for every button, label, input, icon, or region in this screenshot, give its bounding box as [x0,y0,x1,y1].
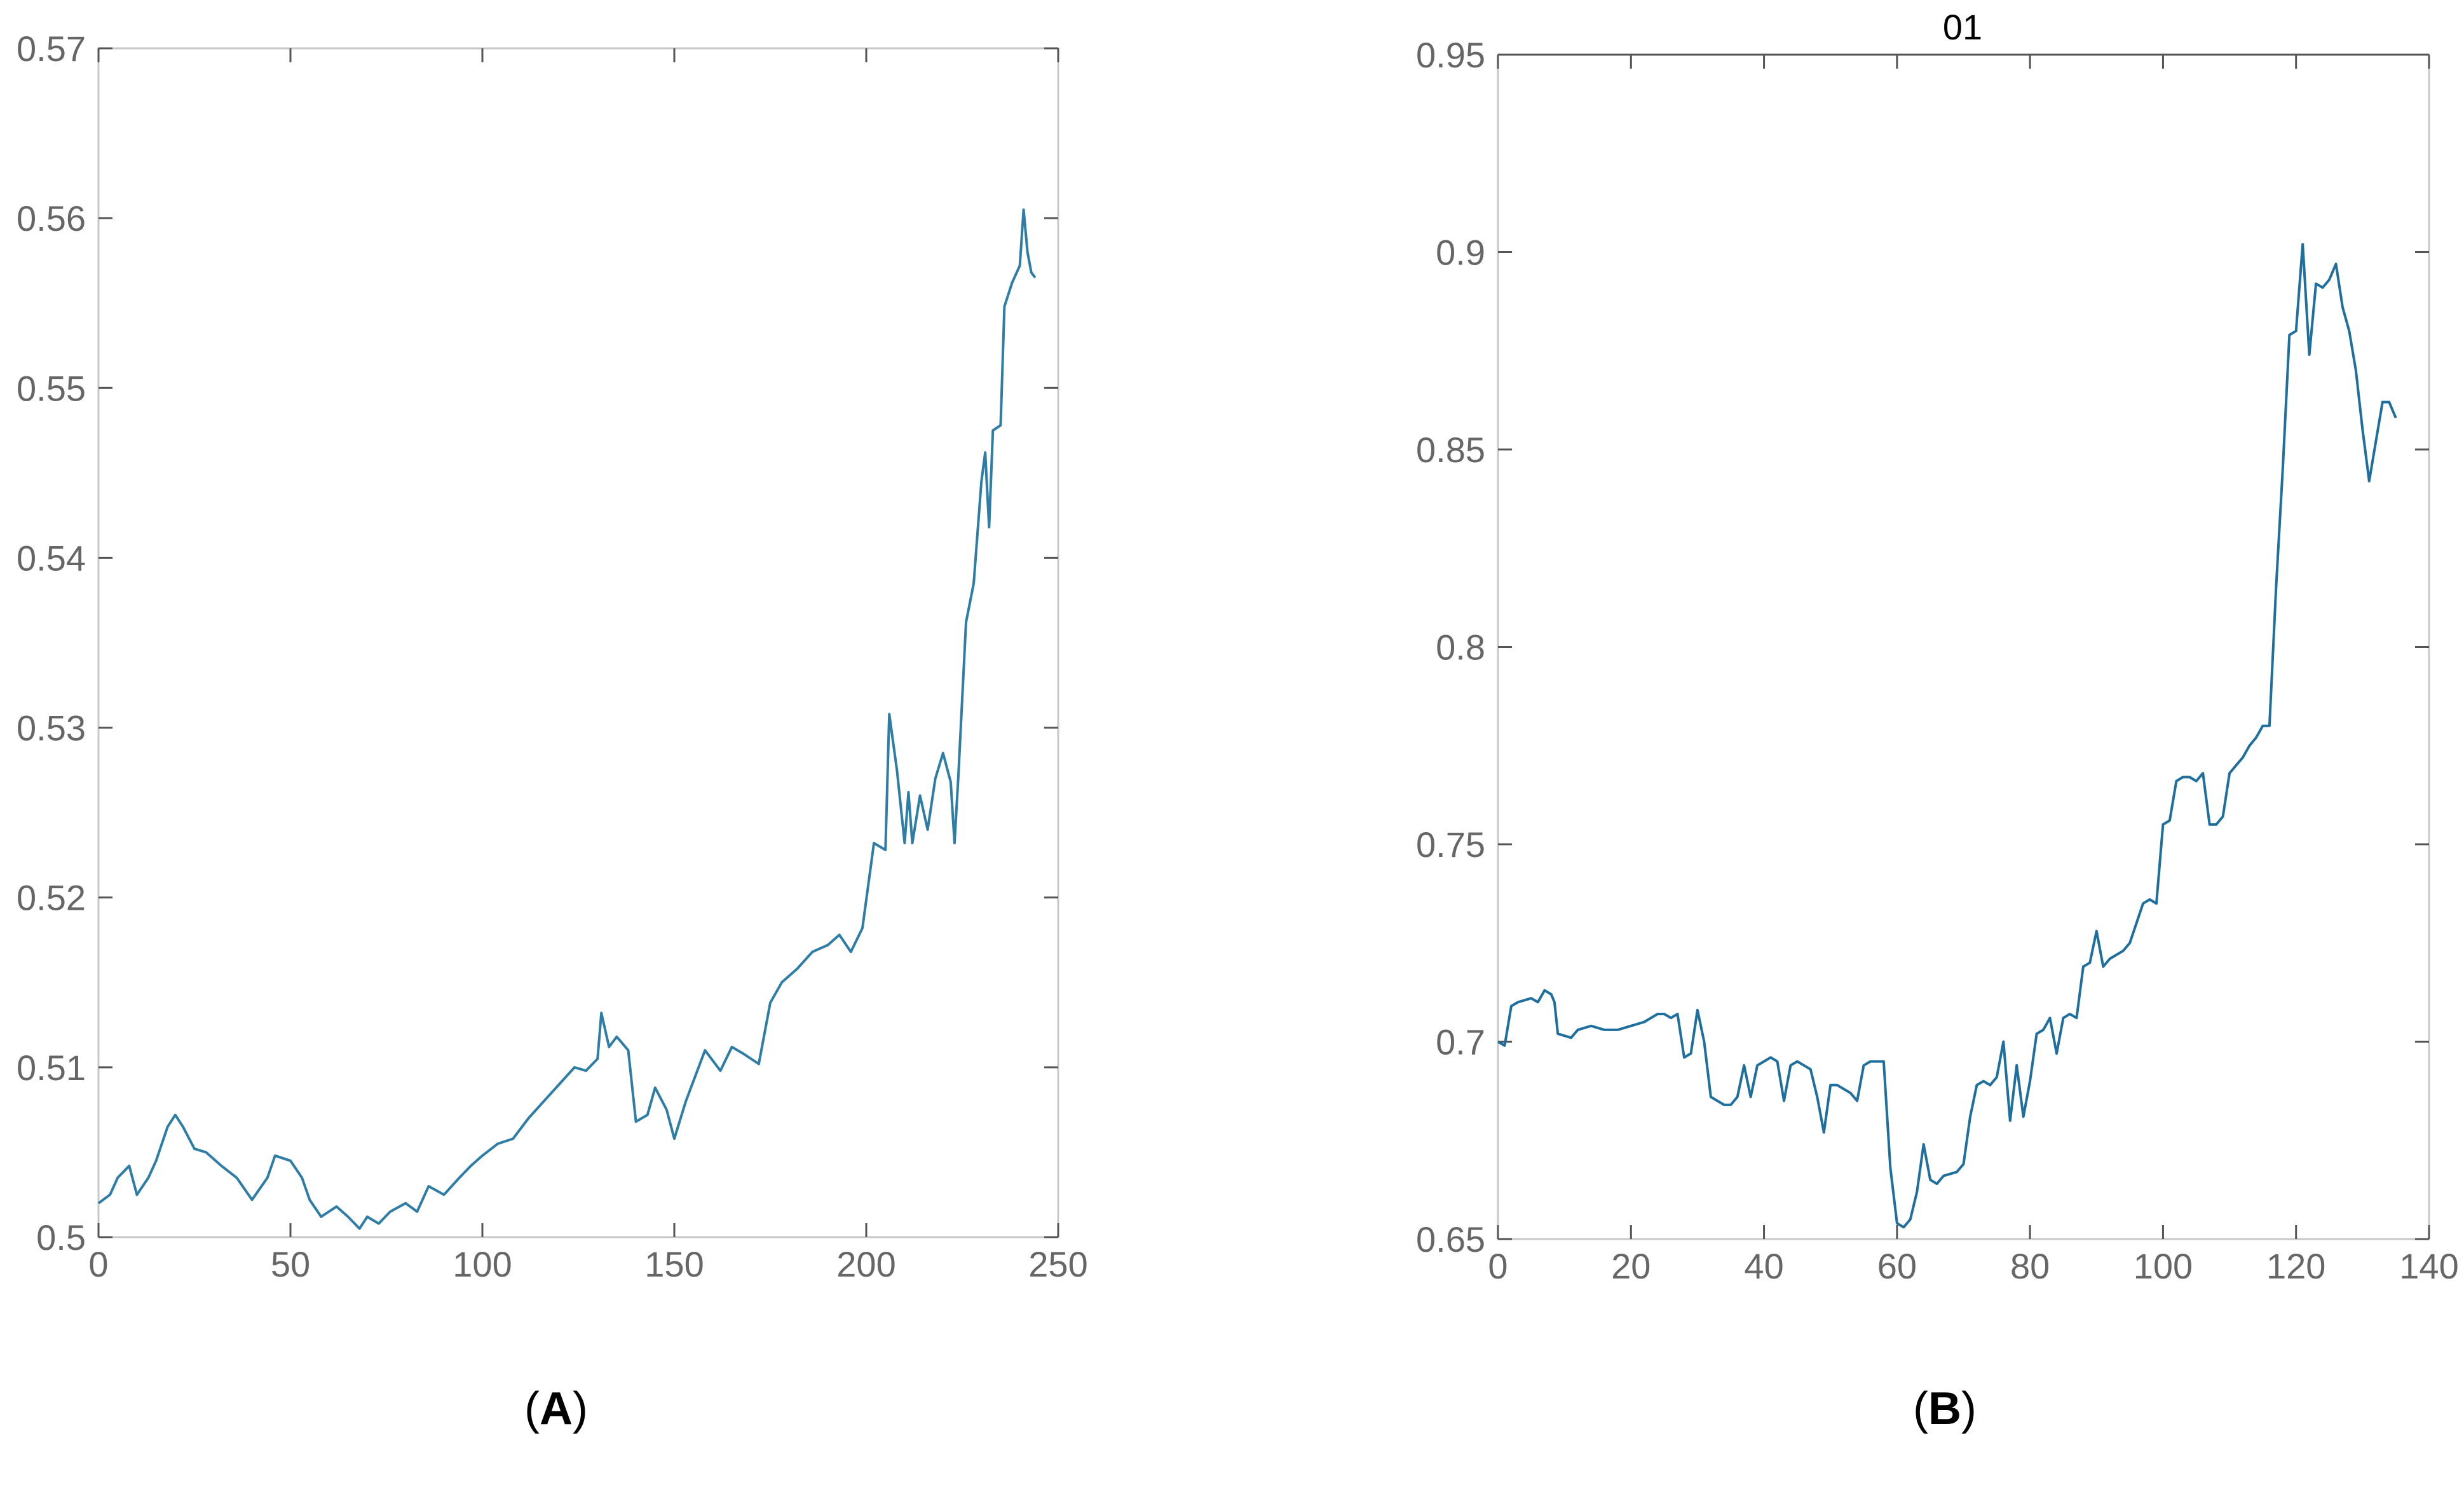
y-axis-b: 0.65 0.7 0.75 0.8 0.85 0.9 0.95 [1416,35,2429,1259]
x-tick-label: 250 [1028,1244,1087,1284]
x-tick-label: 60 [1877,1246,1917,1286]
y-tick-label: 0.52 [17,878,86,918]
x-tick-label: 0 [88,1244,108,1284]
y-tick-label: 0.9 [1436,233,1485,273]
y-tick-label: 0.53 [17,708,86,748]
x-tick-label: 0 [1488,1246,1508,1286]
y-tick-label: 0.56 [17,198,86,238]
y-tick-label: 0.57 [17,29,86,69]
y-tick-label: 0.7 [1436,1022,1485,1062]
x-tick-label: 200 [836,1244,895,1284]
panel-label-a: (A) [524,1383,588,1434]
y-tick-label: 0.65 [1416,1219,1485,1259]
y-tick-label: 0.5 [36,1217,86,1257]
y-tick-label: 0.75 [1416,825,1485,865]
x-tick-label: 40 [1744,1246,1783,1286]
x-tick-label: 100 [453,1244,512,1284]
y-tick-label: 0.54 [17,538,86,578]
series-line-b [1497,243,2397,1229]
panel-title-b: 01 [1943,7,1982,47]
y-tick-label: 0.85 [1416,430,1485,470]
x-axis-b: 0 20 40 60 80 100 120 140 [1488,55,2459,1286]
plot-area-a [97,47,1059,1238]
y-tick-label: 0.51 [17,1048,86,1088]
y-tick-label: 0.95 [1416,35,1485,75]
panel-label-b: (B) [1913,1383,1977,1434]
x-tick-label: 80 [2010,1246,2050,1286]
x-axis-a: 0 50 100 150 200 250 [88,48,1088,1284]
series-line-a [97,208,1037,1230]
y-tick-label: 0.8 [1436,627,1485,668]
x-tick-label: 140 [2399,1246,2458,1286]
x-tick-label: 20 [1611,1246,1651,1286]
x-tick-label: 120 [2266,1246,2325,1286]
x-tick-label: 100 [2134,1246,2193,1286]
x-tick-label: 150 [644,1244,704,1284]
x-tick-label: 50 [271,1244,310,1284]
chart-panel-b: 01 0.65 0.7 0.75 0.8 0.85 0.9 0.95 0 20 40 60 80 10… [1416,7,2459,1434]
y-tick-label: 0.55 [17,368,86,408]
y-axis-a: 0.5 0.51 0.52 0.53 0.54 0.55 0.56 0.57 [17,29,1058,1257]
chart-panel-a: 0.5 0.51 0.52 0.53 0.54 0.55 0.56 0.57 0 50 100 15… [17,29,1088,1434]
